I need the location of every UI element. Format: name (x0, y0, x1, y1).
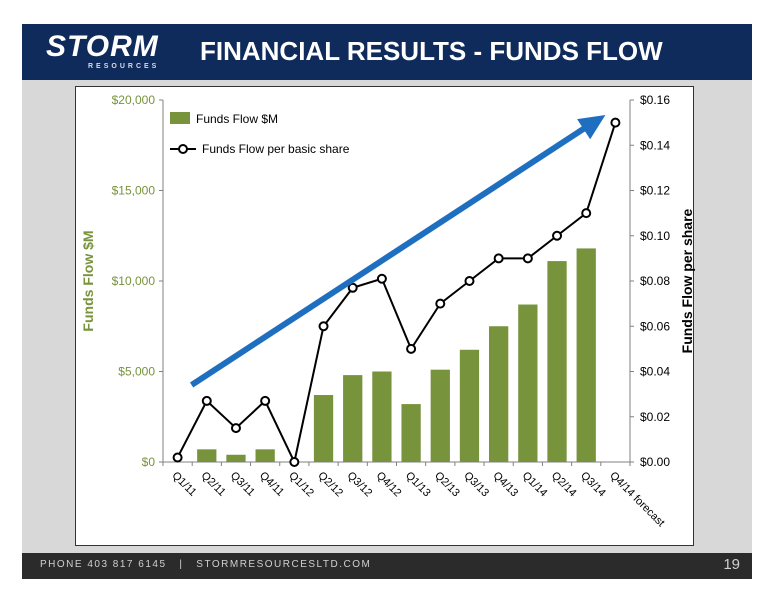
x-tick-label: Q4/14 forecast (607, 470, 667, 530)
left-axis-title: Funds Flow $M (80, 230, 96, 331)
left-tick-label: $5,000 (118, 365, 155, 379)
per-share-point (406, 343, 417, 354)
x-tick-label: Q1/13 (403, 470, 433, 500)
legend-label-line: Funds Flow per basic share (202, 142, 350, 156)
legend-label-bar: Funds Flow $M (196, 112, 278, 126)
right-tick-label: $0.14 (640, 138, 670, 152)
x-tick-label: Q4/11 (257, 470, 286, 499)
storm-logo: STORM RESOURCES (32, 28, 182, 76)
bar (489, 326, 509, 462)
right-axis-title: Funds Flow per share (679, 208, 695, 353)
per-share-point (289, 457, 300, 467)
left-tick-label: $15,000 (112, 184, 156, 198)
per-share-point (610, 117, 621, 128)
bar (430, 369, 450, 462)
right-tick-label: $0.10 (640, 229, 670, 243)
per-share-point (172, 452, 183, 463)
bar (459, 349, 480, 462)
header-bar: STORM RESOURCES FINANCIAL RESULTS - FUND… (22, 24, 752, 80)
per-share-point (347, 282, 358, 293)
right-tick-label: $0.04 (640, 365, 670, 379)
x-tick-label: Q1/12 (286, 470, 316, 500)
left-tick-label: $20,000 (112, 93, 156, 107)
bar (313, 395, 334, 462)
right-tick-label: $0.00 (640, 455, 670, 469)
footer-bar: PHONE 403 817 6145 | STORMRESOURCESLTD.C… (22, 553, 752, 579)
per-share-point (435, 298, 446, 309)
logo-text: STORM (46, 30, 159, 63)
x-tick-label: Q2/13 (432, 470, 462, 500)
per-share-point (201, 395, 212, 406)
bar (197, 449, 217, 462)
x-tick-label: Q4/13 (491, 470, 521, 500)
bar (226, 454, 246, 462)
left-tick-label: $0 (142, 455, 156, 469)
trend-arrow-head (577, 115, 606, 140)
right-tick-label: $0.12 (640, 184, 670, 198)
per-share-point (522, 253, 533, 264)
x-tick-label: Q3/13 (461, 470, 491, 500)
bar (547, 261, 567, 462)
x-tick-label: Q3/12 (345, 470, 375, 500)
bar (343, 375, 363, 462)
bar (401, 404, 421, 462)
per-share-point (318, 321, 329, 332)
x-tick-label: Q2/11 (199, 470, 228, 499)
page-number: 19 (723, 556, 740, 573)
per-share-point (552, 230, 563, 241)
footer-contact: PHONE 403 817 6145 | STORMRESOURCESLTD.C… (40, 559, 372, 570)
x-tick-label: Q1/11 (169, 470, 198, 499)
per-share-line (176, 122, 617, 466)
per-share-point (230, 423, 241, 434)
per-share-point (581, 208, 592, 219)
per-share-point (260, 395, 271, 406)
bar (576, 248, 596, 462)
per-share-point (376, 273, 387, 284)
x-tick-label: Q3/11 (228, 470, 257, 499)
slide-title: FINANCIAL RESULTS - FUNDS FLOW (200, 36, 663, 66)
left-tick-label: $10,000 (112, 274, 156, 288)
x-tick-label: Q4/12 (374, 470, 404, 500)
bar (255, 449, 275, 462)
right-tick-label: $0.02 (640, 410, 670, 424)
logo-subtext: RESOURCES (88, 63, 160, 70)
right-tick-label: $0.16 (640, 93, 670, 107)
bar (372, 371, 392, 462)
legend-swatch-marker (178, 144, 188, 154)
x-tick-label: Q1/14 (520, 470, 550, 500)
legend-swatch-bar (170, 112, 190, 124)
per-share-point (493, 253, 504, 264)
trend-arrow-shaft (189, 122, 592, 388)
x-tick-label: Q2/14 (549, 470, 579, 500)
per-share-point (464, 276, 475, 286)
right-tick-label: $0.08 (640, 274, 670, 288)
bar (518, 304, 538, 462)
x-tick-label: Q3/14 (578, 470, 608, 500)
x-tick-label: Q2/12 (315, 470, 345, 500)
right-tick-label: $0.06 (640, 319, 670, 333)
